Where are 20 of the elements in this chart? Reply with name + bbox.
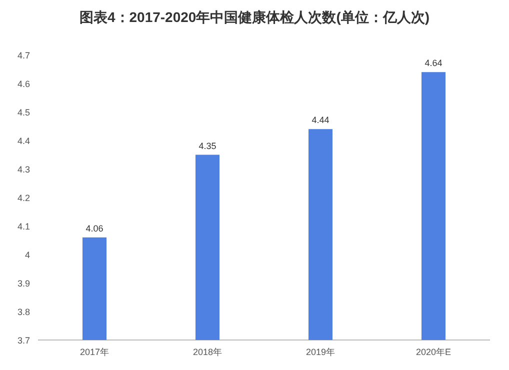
data-label: 4.06	[86, 223, 104, 234]
x-tick-label: 2019年	[306, 347, 336, 357]
y-tick-label: 4.3	[17, 164, 30, 174]
data-label: 4.35	[198, 140, 216, 151]
y-tick-label: 4.6	[17, 79, 30, 89]
x-tick-label: 2017年	[80, 347, 110, 357]
y-tick-label: 4.1	[17, 222, 30, 232]
data-label: 4.44	[312, 115, 330, 126]
y-tick-label: 3.7	[17, 336, 30, 346]
y-tick-label: 4.7	[17, 50, 30, 60]
x-tick-label: 2020年E	[416, 347, 452, 357]
chart-title: 图表4：2017-2020年中国健康体检人次数(单位：亿人次)	[79, 9, 430, 25]
y-tick-label: 4.2	[17, 193, 30, 203]
y-tick-label: 3.9	[17, 278, 30, 288]
y-tick-label: 4	[24, 250, 30, 260]
y-tick-label: 4.4	[17, 136, 30, 146]
y-tick-label: 4.5	[17, 108, 30, 118]
x-tick-label: 2018年	[192, 347, 222, 357]
data-label: 4.64	[424, 58, 442, 68]
y-tick-label: 3.8	[17, 307, 30, 317]
